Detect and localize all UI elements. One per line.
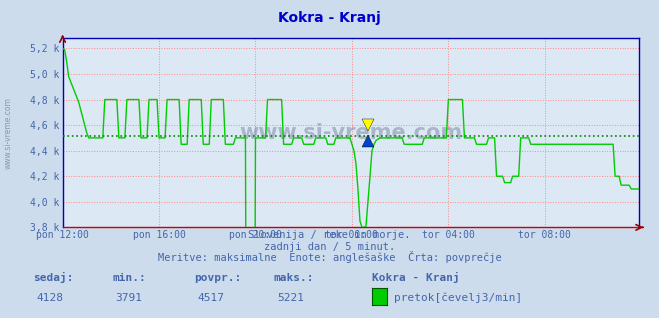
Text: povpr.:: povpr.: [194,273,242,283]
Text: 3791: 3791 [115,293,142,302]
Text: min.:: min.: [112,273,146,283]
Text: maks.:: maks.: [273,273,314,283]
Text: sedaj:: sedaj: [33,273,73,283]
Text: zadnji dan / 5 minut.: zadnji dan / 5 minut. [264,242,395,252]
Text: www.si-vreme.com: www.si-vreme.com [239,123,463,143]
Text: 5221: 5221 [277,293,304,302]
Text: 4128: 4128 [36,293,63,302]
Text: Kokra - Kranj: Kokra - Kranj [278,11,381,25]
Text: Meritve: maksimalne  Enote: anglešaške  Črta: povprečje: Meritve: maksimalne Enote: anglešaške Čr… [158,251,501,263]
Text: www.si-vreme.com: www.si-vreme.com [3,98,13,169]
Text: Kokra - Kranj: Kokra - Kranj [372,273,460,283]
Text: pretok[čevelj3/min]: pretok[čevelj3/min] [394,292,523,302]
Text: 4517: 4517 [198,293,225,302]
Text: Slovenija / reke in morje.: Slovenija / reke in morje. [248,231,411,240]
